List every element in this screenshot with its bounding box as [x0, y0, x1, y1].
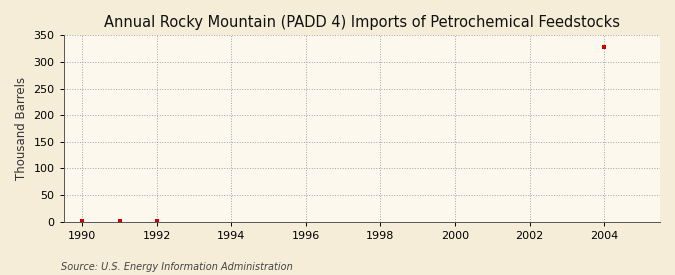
Title: Annual Rocky Mountain (PADD 4) Imports of Petrochemical Feedstocks: Annual Rocky Mountain (PADD 4) Imports o…	[104, 15, 620, 30]
Y-axis label: Thousand Barrels: Thousand Barrels	[15, 77, 28, 180]
Text: Source: U.S. Energy Information Administration: Source: U.S. Energy Information Administ…	[61, 262, 292, 272]
